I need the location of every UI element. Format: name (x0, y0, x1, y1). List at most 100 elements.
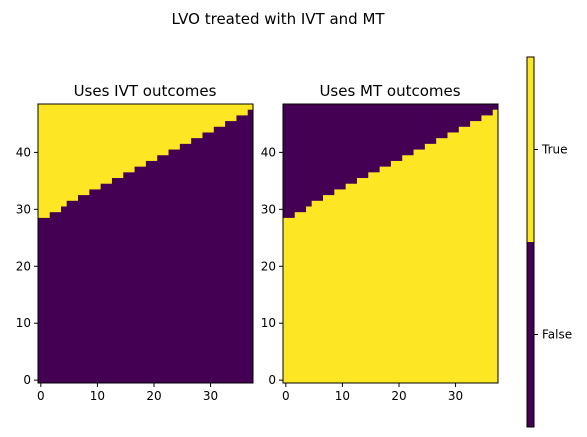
y-tick-label: 30 (16, 202, 31, 216)
heatmap-column-region (224, 104, 231, 122)
heatmap-column-region (362, 104, 369, 179)
heatmap-column-region (447, 104, 454, 133)
heatmap-column-region (145, 104, 152, 161)
heatmap-column-region (168, 104, 175, 150)
heatmap-column-region (38, 104, 45, 218)
heatmap-column-region (128, 104, 135, 173)
heatmap-column-region (345, 104, 352, 184)
panel-mt-title: Uses MT outcomes (319, 82, 460, 100)
y-tick-label: 20 (261, 259, 276, 273)
heatmap-column-region (230, 104, 237, 122)
heatmap-column-region (213, 104, 220, 127)
heatmap-column-region (475, 104, 482, 122)
y-tick-label: 10 (261, 316, 276, 330)
x-tick-label: 0 (37, 389, 45, 403)
heatmap-column-region (418, 104, 425, 150)
heatmap-column-region (185, 104, 192, 144)
heatmap-column-region (83, 104, 90, 196)
heatmap-column-region (435, 104, 442, 139)
heatmap-column-region (151, 104, 158, 161)
heatmap-column-region (236, 104, 243, 116)
heatmap-column-region (156, 104, 163, 156)
colorbar-frame (526, 56, 535, 428)
heatmap-column-region (299, 104, 307, 213)
heatmap-column-region (43, 104, 50, 218)
heatmap-column-region (54, 104, 62, 213)
heatmap-column-region (288, 104, 295, 218)
heatmap-column-region (219, 104, 226, 127)
heatmap-column-region (350, 104, 357, 184)
heatmap-column-region (396, 104, 403, 161)
heatmap-column-region (173, 104, 180, 150)
heatmap-column-region (94, 104, 101, 190)
heatmap-column-region (294, 104, 301, 213)
x-tick-label: 20 (391, 389, 406, 403)
y-tick-label: 10 (16, 316, 31, 330)
heatmap-column-region (356, 104, 363, 179)
heatmap-column-region (190, 104, 197, 139)
y-tick-label: 30 (261, 202, 276, 216)
heatmap-column-region (49, 104, 56, 213)
heatmap-column-region (105, 104, 112, 184)
heatmap-column-region (413, 104, 420, 150)
panel-ivt-title: Uses IVT outcomes (74, 82, 217, 100)
heatmap-column-region (390, 104, 397, 161)
y-tick-label: 40 (16, 145, 31, 159)
heatmap-column-region (247, 104, 254, 110)
heatmap-column-region (486, 104, 493, 116)
x-tick-label: 10 (90, 389, 105, 403)
heatmap-column-region (111, 104, 118, 179)
colorbar-true-segment (527, 57, 534, 242)
heatmap-column-region (100, 104, 107, 184)
heatmap-column-region (452, 104, 459, 133)
heatmap-column-region (458, 104, 465, 127)
heatmap-column-region (384, 104, 391, 167)
heatmap-column-region (373, 104, 380, 173)
heatmap-column-region (134, 104, 141, 167)
heatmap-column-region (316, 104, 324, 201)
heatmap-column-region (77, 104, 84, 196)
y-tick-label: 0 (268, 373, 276, 387)
heatmap-column-region (328, 104, 335, 196)
heatmap-column-region (66, 104, 73, 201)
heatmap-column-region (430, 104, 437, 144)
y-tick-label: 20 (16, 259, 31, 273)
heatmap-column-region (88, 104, 95, 190)
y-tick-label: 0 (23, 373, 31, 387)
heatmap-column-region (122, 104, 129, 173)
panel-mt: Uses MT outcomes 0 10 20 30 0 10 20 30 40 (261, 82, 499, 403)
heatmap-column-region (424, 104, 431, 144)
colorbar-label: True (541, 143, 568, 157)
x-tick-label: 10 (335, 389, 350, 403)
heatmap-column-region (202, 104, 209, 133)
x-tick-label: 30 (448, 389, 463, 403)
heatmap-column-region (401, 104, 408, 156)
heatmap-column-region (241, 104, 248, 116)
axes-frame (282, 103, 499, 384)
x-tick-label: 30 (203, 389, 218, 403)
heatmap-column-region (305, 104, 312, 207)
heatmap-column-region (367, 104, 374, 173)
axes-frame (37, 103, 254, 384)
heatmap-column-region (322, 104, 329, 196)
heatmap-column-region (60, 104, 67, 207)
heatmap-column-region (441, 104, 448, 139)
heatmap-column-region (207, 104, 214, 133)
heatmap-column-region (481, 104, 488, 116)
heatmap-column-region (407, 104, 414, 156)
figure-title: LVO treated with IVT and MT (171, 10, 385, 28)
colorbar-label: False (542, 328, 572, 342)
x-tick-label: 0 (282, 389, 290, 403)
x-tick-label: 20 (146, 389, 161, 403)
y-tick-label: 40 (261, 145, 276, 159)
heatmap-column-region (311, 104, 318, 201)
heatmap-column-region (117, 104, 124, 179)
panel-ivt: Uses IVT outcomes 0 10 20 30 0 10 20 30 40 (16, 82, 254, 403)
colorbar: False True (526, 56, 572, 428)
heatmap-column-region (179, 104, 186, 144)
heatmap-column-region (469, 104, 476, 122)
heatmap-column-region (196, 104, 203, 139)
heatmap-column-region (162, 104, 169, 156)
heatmap-column-region (139, 104, 146, 167)
